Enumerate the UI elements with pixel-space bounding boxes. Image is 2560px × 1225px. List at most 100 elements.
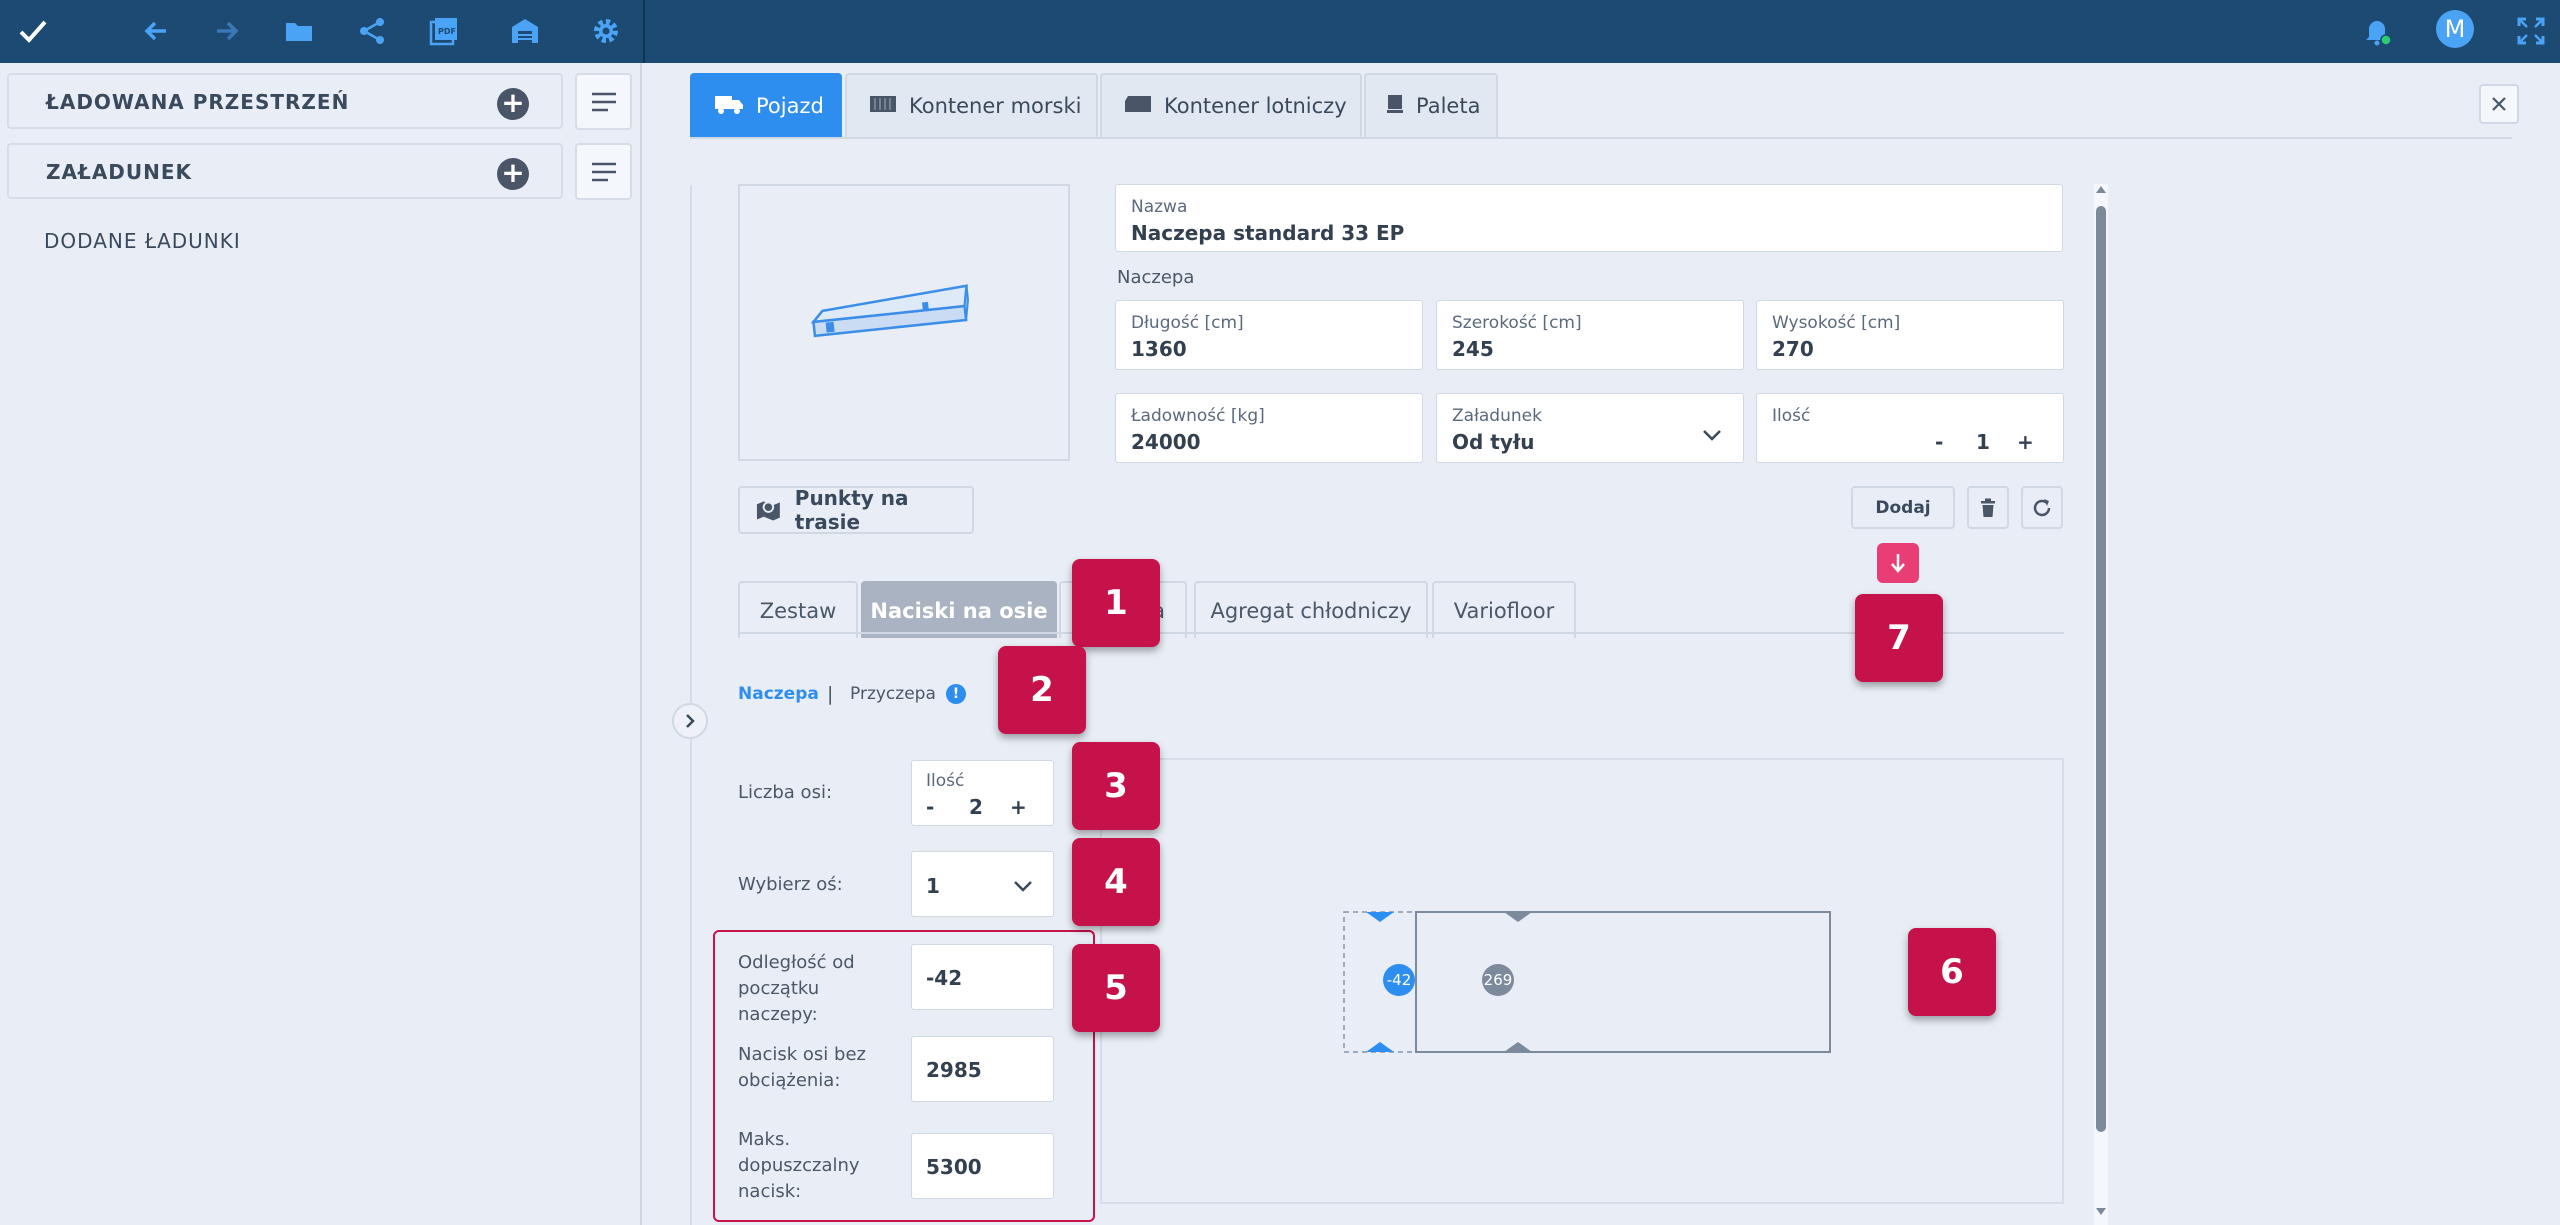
tab-label: Paleta <box>1416 94 1481 118</box>
name-field-label: Nazwa <box>1131 197 1188 217</box>
subtabs-underline <box>738 632 2064 634</box>
pallet-icon <box>1386 94 1404 119</box>
quantity-stepper[interactable]: Ilość - 1 + <box>1756 393 2064 463</box>
annotation-badge-3: 3 <box>1072 742 1160 830</box>
route-points-button[interactable]: Punkty na trasie <box>738 486 974 534</box>
width-value: 245 <box>1452 337 1494 361</box>
loading-select[interactable]: Załadunek Od tyłu <box>1436 393 1744 463</box>
scrollbar-thumb[interactable] <box>2096 206 2106 1132</box>
check-icon[interactable] <box>12 10 54 52</box>
max-load-input[interactable]: 5300 <box>911 1133 1054 1199</box>
distance-input[interactable]: -42 <box>911 944 1054 1010</box>
refresh-icon <box>2033 498 2051 516</box>
axle-select-label: Wybierz oś: <box>738 874 843 895</box>
share-icon[interactable] <box>351 10 393 52</box>
sidebar-row-loading[interactable]: ZAŁADUNEK + <box>7 143 563 199</box>
close-button[interactable] <box>2479 84 2519 124</box>
axle-count-plus[interactable]: + <box>1010 795 1027 819</box>
axle-count-value: 2 <box>969 795 983 819</box>
toggle-semitrailer[interactable]: Naczepa <box>738 684 819 704</box>
vehicle-preview-image <box>738 184 1070 461</box>
annotation-badge-5: 5 <box>1072 944 1160 1032</box>
axle-select[interactable]: 1 <box>911 851 1054 917</box>
tab-label: Pojazd <box>756 94 824 118</box>
axle-count-stepper[interactable]: Ilość - 2 + <box>911 760 1054 826</box>
annotation-badge-4: 4 <box>1072 838 1160 926</box>
name-field[interactable]: Nazwa Naczepa standard 33 EP <box>1115 184 2063 252</box>
loading-label: Załadunek <box>1452 406 1542 426</box>
bell-icon[interactable] <box>2356 10 2398 52</box>
refresh-button[interactable] <box>2021 486 2063 529</box>
empty-load-label: Nacisk osi bez obciążenia: <box>738 1044 866 1091</box>
add-button-label: Dodaj <box>1875 497 1931 518</box>
quantity-plus-button[interactable]: + <box>2017 430 2034 454</box>
pdf-icon[interactable]: PDF <box>423 10 465 52</box>
menu-button[interactable] <box>575 143 632 200</box>
expand-panel-button[interactable] <box>672 703 708 739</box>
sidebar: ŁADOWANA PRZESTRZEŃ + ZAŁADUNEK + DODANE… <box>0 63 642 1225</box>
folder-icon[interactable] <box>278 10 320 52</box>
width-label: Szerokość [cm] <box>1452 313 1582 333</box>
axle-2-marker[interactable]: 269 <box>1482 964 1514 996</box>
svg-text:PDF: PDF <box>438 27 456 36</box>
scrollbar-track[interactable] <box>2094 184 2108 1225</box>
capacity-label: Ładowność [kg] <box>1131 406 1265 426</box>
chevron-right-icon <box>686 714 695 728</box>
container-icon <box>869 94 897 118</box>
gear-icon[interactable] <box>585 10 627 52</box>
tab-vehicle[interactable]: Pojazd <box>690 73 842 137</box>
max-load-label: Maks. dopuszczalny nacisk: <box>738 1129 860 1202</box>
map-marker-icon <box>756 501 780 521</box>
subtab-set[interactable]: Zestaw <box>738 581 858 638</box>
tab-pallet[interactable]: Paleta <box>1364 73 1498 137</box>
length-field[interactable]: Długość [cm] 1360 <box>1115 300 1423 370</box>
avatar[interactable]: M <box>2436 10 2474 48</box>
capacity-field[interactable]: Ładowność [kg] 24000 <box>1115 393 1423 463</box>
subtab-label: Naciski na osie <box>870 598 1048 623</box>
quantity-minus-button[interactable]: - <box>1935 430 1944 454</box>
empty-load-value: 2985 <box>926 1058 982 1082</box>
add-icon[interactable]: + <box>497 158 529 190</box>
add-icon[interactable]: + <box>497 88 529 120</box>
axle-count-minus[interactable]: - <box>926 795 935 819</box>
scroll-down-icon[interactable] <box>2096 1208 2106 1215</box>
tab-air-container[interactable]: Kontener lotniczy <box>1100 73 1362 137</box>
annotation-badge-7: 7 <box>1855 594 1943 682</box>
close-icon <box>2492 97 2506 111</box>
height-field[interactable]: Wysokość [cm] 270 <box>1756 300 2064 370</box>
width-field[interactable]: Szerokość [cm] 245 <box>1436 300 1744 370</box>
tabs-underline <box>690 137 2512 139</box>
distance-value: -42 <box>926 966 963 990</box>
sidebar-row-label: ZAŁADUNEK <box>46 160 193 184</box>
scroll-up-icon[interactable] <box>2096 186 2106 193</box>
sidebar-row-loaded-space[interactable]: ŁADOWANA PRZESTRZEŃ + <box>7 73 563 129</box>
empty-load-input[interactable]: 2985 <box>911 1036 1054 1102</box>
section-label: Naczepa <box>1117 267 1195 288</box>
forward-arrow-icon[interactable] <box>206 10 248 52</box>
subtab-label: Variofloor <box>1453 598 1555 623</box>
quantity-label: Ilość <box>1772 406 1811 426</box>
add-button[interactable]: Dodaj <box>1851 486 1955 529</box>
sidebar-row-label: ŁADOWANA PRZESTRZEŃ <box>46 90 350 114</box>
toggle-trailer[interactable]: Przyczepa <box>850 684 936 704</box>
info-icon[interactable]: ! <box>946 684 966 704</box>
fullscreen-icon[interactable] <box>2510 10 2552 52</box>
axle-1-marker[interactable]: -42 <box>1383 964 1415 996</box>
subtab-axle-loads[interactable]: Naciski na osie <box>861 581 1057 638</box>
tab-sea-container[interactable]: Kontener morski <box>845 73 1098 137</box>
menu-button[interactable] <box>575 73 632 130</box>
axle-count-inner-label: Ilość <box>926 771 965 791</box>
back-arrow-icon[interactable] <box>135 10 177 52</box>
loading-value: Od tyłu <box>1452 430 1535 454</box>
toolbar-divider <box>643 0 645 63</box>
axle-diagram-panel <box>1100 758 2064 1204</box>
top-toolbar: PDF M <box>0 0 2560 63</box>
tab-label: Kontener morski <box>909 94 1082 118</box>
warehouse-icon[interactable] <box>504 10 546 52</box>
height-value: 270 <box>1772 337 1814 361</box>
delete-button[interactable] <box>1967 486 2009 529</box>
tab-label: Kontener lotniczy <box>1164 94 1347 118</box>
subtab-refrigeration-unit[interactable]: Agregat chłodniczy <box>1194 581 1428 638</box>
max-load-value: 5300 <box>926 1155 982 1179</box>
subtab-variofloor[interactable]: Variofloor <box>1432 581 1576 638</box>
